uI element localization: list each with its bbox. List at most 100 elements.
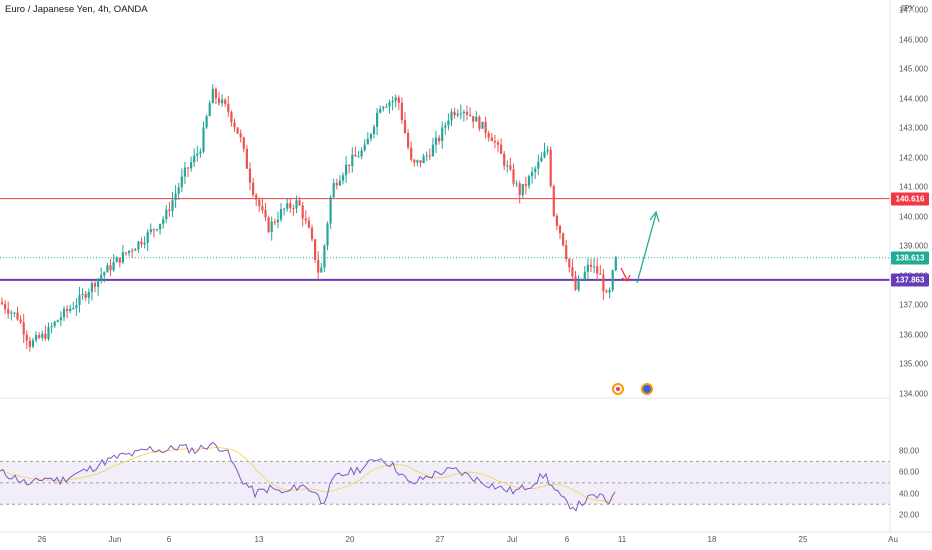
candle-body xyxy=(518,183,521,196)
candle-body xyxy=(580,278,583,280)
candle-body xyxy=(363,144,366,151)
price-tick-label: 140.000 xyxy=(899,212,928,222)
rsi-tick-label: 80.00 xyxy=(899,446,920,456)
candle-body xyxy=(13,312,16,314)
candle-body xyxy=(410,147,413,160)
candle-body xyxy=(283,208,286,210)
candle-body xyxy=(459,113,462,115)
time-tick-label: Jun xyxy=(108,535,122,544)
candle-body xyxy=(345,164,348,176)
candle-body xyxy=(69,308,72,311)
candle-body xyxy=(512,169,515,184)
price-tick-label: 144.000 xyxy=(899,94,928,104)
candle-body xyxy=(131,250,134,252)
candle-body xyxy=(224,99,227,104)
candle-body xyxy=(341,175,345,181)
price-tick-label: 135.000 xyxy=(899,359,928,369)
candle-body xyxy=(137,241,140,250)
candle-body xyxy=(16,312,19,320)
candlestick-series xyxy=(0,84,617,352)
candle-body xyxy=(180,176,183,188)
candle-body xyxy=(434,137,438,145)
candle-body xyxy=(28,340,31,347)
candle-body xyxy=(565,245,568,259)
candle-body xyxy=(568,258,571,268)
candle-body xyxy=(614,257,617,271)
candle-body xyxy=(22,322,25,335)
candle-body xyxy=(376,112,379,127)
candle-body xyxy=(608,290,611,293)
candle-body xyxy=(394,97,397,101)
candle-body xyxy=(583,271,586,279)
candle-body xyxy=(515,183,518,185)
candle-body xyxy=(25,334,28,341)
candle-body xyxy=(493,141,496,143)
candle-body xyxy=(490,137,493,142)
candle-body xyxy=(233,122,236,128)
candle-body xyxy=(81,293,84,296)
down-arrow-line xyxy=(620,267,628,281)
candle-body xyxy=(31,340,35,347)
candle-body xyxy=(59,317,62,321)
candle-body xyxy=(112,262,115,271)
price-tick-label: 136.000 xyxy=(899,330,928,340)
candle-body xyxy=(165,209,168,220)
candle-body xyxy=(453,111,456,116)
candle-body xyxy=(115,257,118,263)
candle-body xyxy=(596,266,599,274)
down-arrow-head xyxy=(621,274,631,282)
candle-body xyxy=(261,206,264,211)
candle-body xyxy=(540,157,543,162)
candle-body xyxy=(149,229,152,233)
candle-body xyxy=(478,116,481,129)
time-tick-label: 6 xyxy=(166,535,172,544)
candle-body xyxy=(369,134,372,139)
candle-body xyxy=(4,304,7,310)
candle-body xyxy=(227,103,230,112)
candle-body xyxy=(230,111,233,123)
candle-body xyxy=(109,265,112,271)
candle-body xyxy=(205,116,208,128)
candle-body xyxy=(47,326,50,339)
candle-body xyxy=(270,221,273,233)
resistance-price-badge: 140.616 xyxy=(891,192,929,206)
candle-body xyxy=(484,121,487,134)
time-tick-label: Jul xyxy=(506,535,518,544)
candle-body xyxy=(62,308,66,318)
candle-body xyxy=(279,209,283,220)
candle-body xyxy=(416,160,419,163)
candle-body xyxy=(19,319,22,323)
candle-body xyxy=(354,154,357,157)
candle-body xyxy=(527,176,531,186)
candle-body xyxy=(602,274,605,292)
candle-body xyxy=(168,209,171,211)
candle-body xyxy=(93,282,97,287)
economic-event-icon[interactable] xyxy=(612,383,624,395)
candle-body xyxy=(38,335,41,338)
candle-body xyxy=(562,233,565,246)
candle-body xyxy=(298,200,301,206)
candle-body xyxy=(75,305,78,309)
candle-body xyxy=(0,302,4,305)
candle-body xyxy=(128,250,131,254)
candle-body xyxy=(97,278,100,287)
candle-body xyxy=(462,111,465,114)
candle-body xyxy=(301,205,304,219)
candle-body xyxy=(177,187,180,194)
candle-body xyxy=(425,155,428,157)
candle-body xyxy=(78,295,81,306)
candle-body xyxy=(286,203,289,209)
candle-body xyxy=(465,111,469,115)
time-tick-label: 6 xyxy=(564,535,570,544)
chart-title: Euro / Japanese Yen, 4h, OANDA xyxy=(5,4,148,15)
candle-body xyxy=(248,168,252,183)
earnings-event-icon[interactable] xyxy=(641,383,653,395)
rsi-tick-label: 20.00 xyxy=(899,510,920,520)
candle-body xyxy=(379,108,382,113)
candle-body xyxy=(500,144,503,154)
candle-body xyxy=(72,308,75,310)
candle-body xyxy=(605,291,608,293)
candle-body xyxy=(124,252,128,254)
candle-body xyxy=(422,156,425,163)
